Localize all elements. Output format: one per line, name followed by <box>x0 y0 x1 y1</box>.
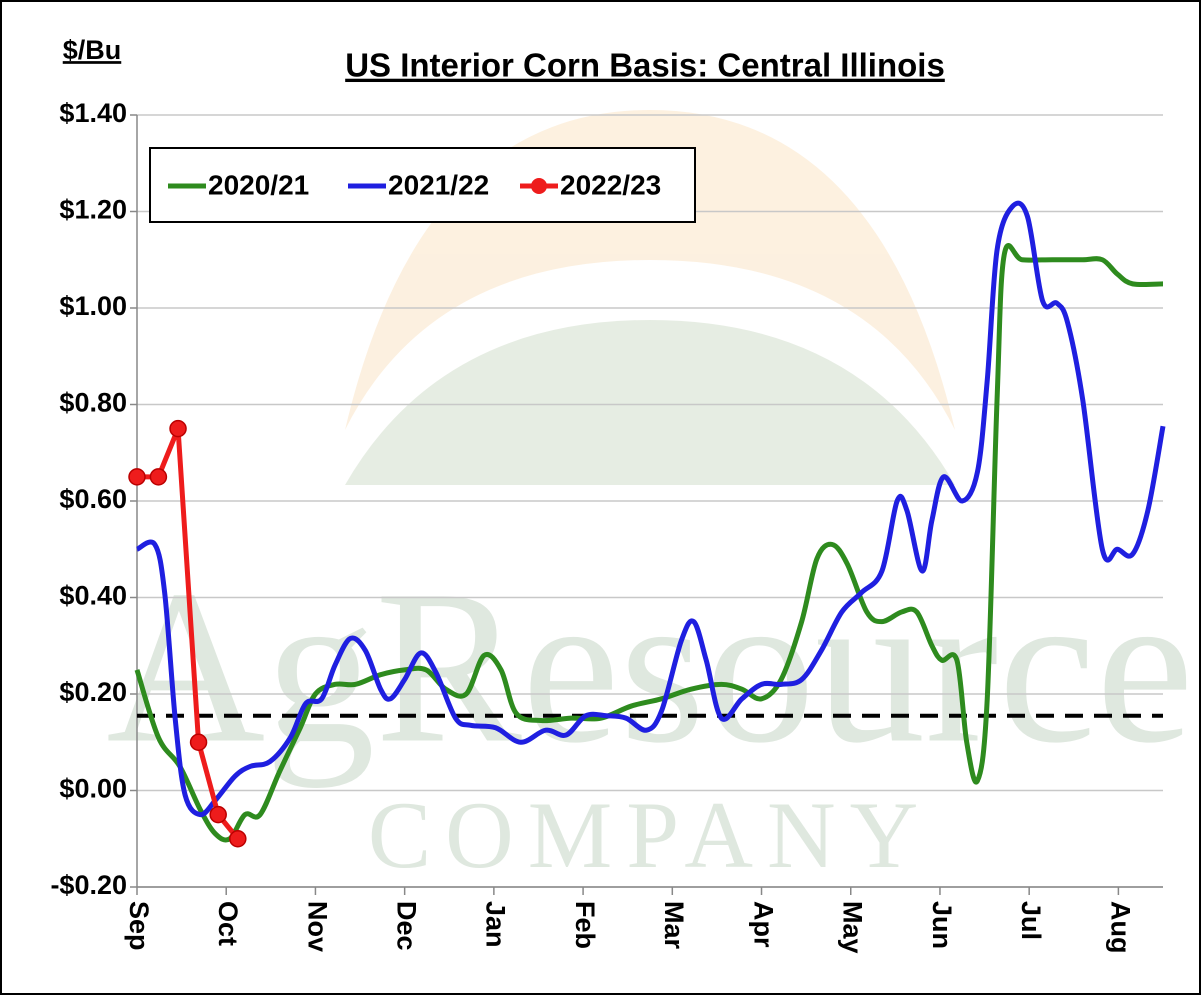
legend: 2020/21 2021/22 2022/23 <box>149 147 696 223</box>
x-tick-label: Jan <box>481 901 511 948</box>
legend-marker <box>531 178 547 194</box>
x-tick-label: Mar <box>659 901 689 950</box>
x-tick-label: Feb <box>570 901 600 949</box>
series-marker <box>149 468 168 486</box>
legend-label: 2021/22 <box>388 169 489 200</box>
series-marker <box>209 805 227 824</box>
watermark-text: AgResource <box>106 544 1193 788</box>
x-tick-label: Apr <box>748 901 778 948</box>
series-line <box>135 200 1166 818</box>
series-marker <box>169 419 187 438</box>
y-axis-label: $/Bu <box>63 35 122 65</box>
x-tick-label: Aug <box>1105 901 1135 953</box>
x-tick-label: Oct <box>213 901 243 946</box>
legend-box <box>149 147 696 223</box>
y-tick-label: $1.40 <box>59 98 127 128</box>
series-marker <box>189 733 208 751</box>
chart-title: US Interior Corn Basis: Central Illinois <box>345 47 945 84</box>
legend-label: 2022/23 <box>560 169 661 200</box>
y-tick-label: $0.80 <box>59 388 127 418</box>
logo-arc-field <box>345 320 955 485</box>
x-tick-label: Jul <box>1016 901 1046 940</box>
watermark-text: COMPANY <box>368 782 932 888</box>
x-tick-label: Jun <box>927 901 957 949</box>
y-tick-label: $1.20 <box>59 195 127 225</box>
y-tick-label: $1.00 <box>59 291 127 321</box>
y-tick-label: $0.20 <box>59 677 127 707</box>
series-marker <box>229 830 247 848</box>
x-tick-label: Dec <box>392 901 422 951</box>
x-tick-label: May <box>838 901 868 954</box>
series-marker <box>128 468 146 486</box>
series-line <box>134 243 1164 843</box>
legend-label: 2020/21 <box>208 169 309 200</box>
y-tick-label: $0.00 <box>59 774 127 804</box>
y-tick-label: $0.60 <box>59 484 127 514</box>
x-tick-label: Sep <box>124 901 154 951</box>
y-tick-label: -$0.20 <box>50 870 127 900</box>
y-tick-label: $0.40 <box>59 581 127 611</box>
x-tick-label: Nov <box>302 901 332 952</box>
